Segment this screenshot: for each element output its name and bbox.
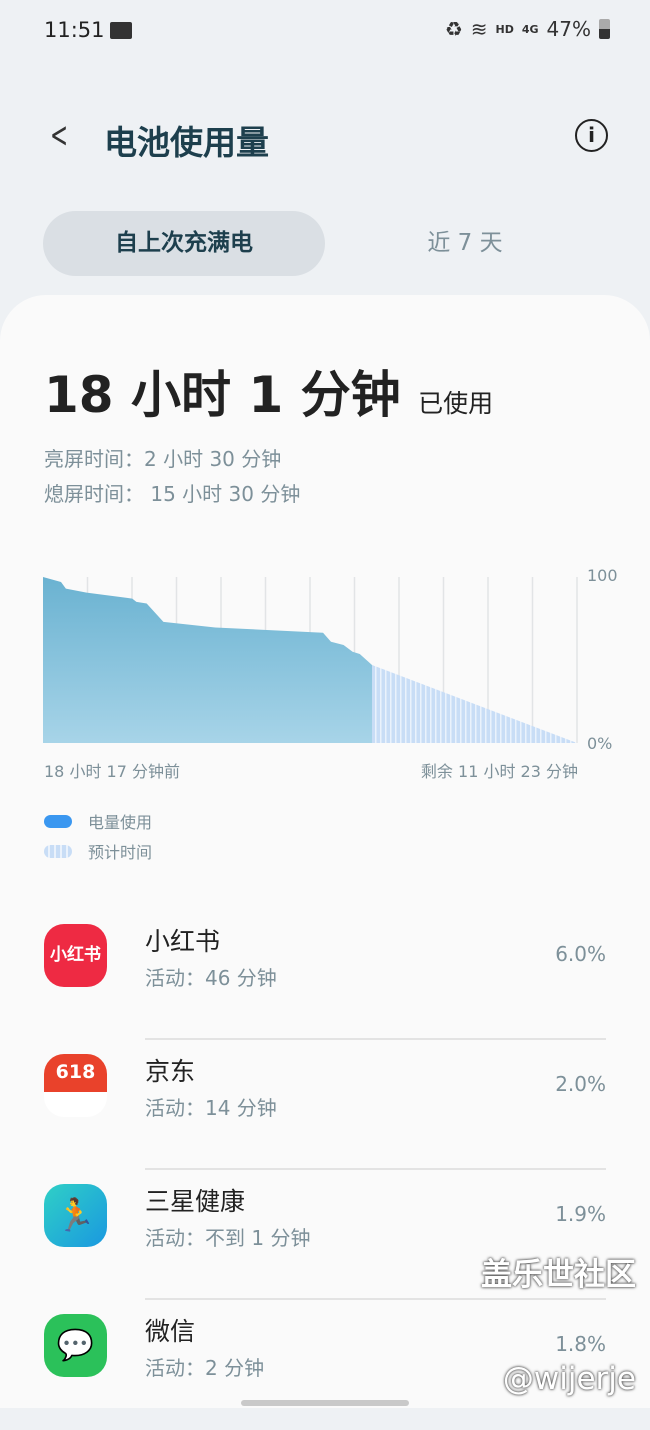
app-name: 小红书	[145, 927, 221, 956]
jd-app-icon: 618	[44, 1054, 107, 1117]
mail-icon	[110, 22, 132, 39]
usage-card	[0, 295, 650, 1408]
app-activity: 活动：不到 1 分钟	[145, 1226, 311, 1250]
y-tick-0: 0%	[587, 734, 613, 753]
wifi-icon: ≋	[470, 17, 488, 41]
app-name: 京东	[145, 1057, 196, 1086]
samsung-health-app-icon: 🏃	[44, 1184, 107, 1247]
app-activity: 活动：46 分钟	[145, 966, 277, 990]
watermark-community: 盖乐世社区	[481, 1257, 636, 1293]
y-tick-100: 100	[587, 566, 618, 585]
usage-area	[43, 577, 373, 743]
watermark-user: @wijerje	[502, 1361, 636, 1397]
status-bar: 11:51 ♻ ≋ HD 4G 47%	[0, 0, 650, 62]
app-name: 微信	[145, 1317, 196, 1346]
projected-area	[372, 664, 577, 743]
legend-swatch-projected	[44, 844, 72, 858]
wechat-app-icon: 💬	[44, 1314, 107, 1377]
x-start-label: 18 小时 17 分钟前	[44, 762, 180, 781]
legend-usage: 电量使用	[44, 809, 152, 833]
tab-since-full-charge[interactable]: 自上次充满电	[43, 211, 325, 276]
page-title: 电池使用量	[104, 123, 269, 162]
screen-off-time: 熄屏时间： 15 小时 30 分钟	[44, 482, 301, 506]
tab-last-7-days[interactable]: 近 7 天	[427, 230, 503, 256]
divider	[145, 1038, 606, 1040]
app-row-xiaohongshu[interactable]: 小红书 小红书 活动：46 分钟 6.0%	[0, 910, 650, 1040]
app-row-samsung-health[interactable]: 🏃 三星健康 活动：不到 1 分钟 1.9%	[0, 1170, 650, 1300]
app-percent: 2.0%	[555, 1072, 606, 1096]
app-activity: 活动：2 分钟	[145, 1356, 265, 1380]
xiaohongshu-app-icon: 小红书	[44, 924, 107, 987]
battery-icon	[599, 19, 610, 39]
app-name: 三星健康	[145, 1187, 246, 1216]
divider	[145, 1168, 606, 1170]
divider	[145, 1298, 606, 1300]
home-indicator[interactable]	[241, 1400, 409, 1406]
info-icon[interactable]: i	[575, 119, 608, 152]
status-time: 11:51	[44, 18, 105, 42]
total-usage: 18 小时 1 分钟 已使用	[44, 366, 494, 424]
battery-percent: 47%	[546, 17, 591, 41]
hd-indicator: HD	[495, 22, 514, 36]
battery-chart	[43, 577, 578, 743]
battery-saver-icon: ♻	[444, 17, 463, 41]
app-percent: 6.0%	[555, 942, 606, 966]
screen-on-time: 亮屏时间：2 小时 30 分钟	[44, 447, 282, 471]
signal-icon: 4G	[521, 22, 539, 36]
app-row-wechat[interactable]: 💬 微信 活动：2 分钟 1.8%	[0, 1300, 650, 1430]
x-end-label: 剩余 11 小时 23 分钟	[420, 762, 578, 781]
app-percent: 1.9%	[555, 1202, 606, 1226]
legend-projected: 预计时间	[44, 839, 152, 863]
app-row-jd[interactable]: 618 京东 活动：14 分钟 2.0%	[0, 1040, 650, 1170]
back-button[interactable]: <	[50, 115, 69, 156]
legend-swatch-usage	[44, 814, 72, 828]
app-percent: 1.8%	[555, 1332, 606, 1356]
app-activity: 活动：14 分钟	[145, 1096, 277, 1120]
